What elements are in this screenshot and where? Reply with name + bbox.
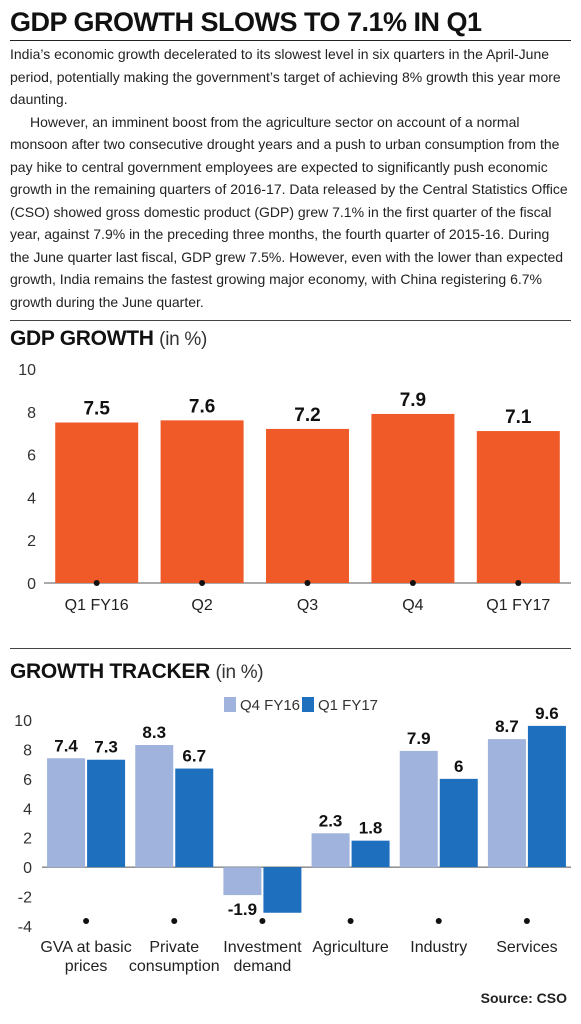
- gdp-growth-chart: 0 2 4 6 8 10 7.5 Q1 FY16 7.6 Q2 7.2 Q3 7.9 Q4 7.1 Q1 FY…: [18, 362, 571, 614]
- tracker-bar-q1fy17: [87, 759, 126, 868]
- legend-label-q4fy16: Q4 FY16: [240, 697, 300, 714]
- legend-swatch-q4fy16: [224, 697, 236, 712]
- tracker-value-label: 9.6: [535, 704, 559, 723]
- tracker-value-label: 6: [454, 757, 463, 776]
- x-tick-label: Private: [149, 939, 199, 956]
- tracker-bar-q4fy16: [399, 750, 438, 868]
- y-tick-label: 6: [23, 772, 32, 789]
- tracker-value-label: -3.1: [268, 918, 297, 937]
- y-tick-label: 10: [18, 362, 36, 379]
- x-tick-label: demand: [234, 958, 292, 975]
- tracker-value-label: 6.7: [182, 747, 206, 766]
- x-tick-label: Agriculture: [312, 939, 389, 956]
- growth-tracker-title: GROWTH TRACKER (in %): [10, 659, 264, 686]
- tracker-value-label: -1.9: [228, 900, 257, 919]
- growth-tracker-title-text: GROWTH TRACKER: [10, 660, 210, 683]
- x-tick-label: consumption: [129, 958, 220, 975]
- tracker-bar-q4fy16: [223, 867, 262, 896]
- y-tick-label: 2: [23, 831, 32, 848]
- x-tick-dot: [93, 580, 100, 586]
- x-tick-label: Investment: [223, 939, 302, 956]
- gdp-bar: [371, 413, 455, 583]
- tracker-bar-q1fy17: [351, 840, 390, 868]
- article-body: India’s economic growth decelerated to i…: [10, 43, 571, 313]
- tracker-value-label: 8.3: [142, 723, 166, 742]
- y-tick-label: -4: [18, 919, 32, 936]
- x-tick-dot: [515, 580, 522, 586]
- gdp-value-label: 7.9: [400, 390, 426, 411]
- tracker-value-label: 1.8: [359, 819, 383, 838]
- x-tick-dot: [83, 918, 90, 924]
- x-tick-dot: [347, 918, 354, 924]
- y-tick-label: 10: [14, 713, 32, 730]
- x-tick-label: Q3: [297, 597, 318, 614]
- x-tick-label: Q4: [402, 597, 423, 614]
- source-credit: Source: CSO: [480, 990, 567, 1006]
- section-divider-2: [10, 648, 571, 649]
- tracker-value-label: 7.4: [54, 736, 78, 755]
- tracker-bar-q4fy16: [135, 745, 174, 868]
- gdp-growth-unit: (in %): [159, 329, 207, 350]
- section-divider-1: [10, 320, 571, 321]
- x-tick-label: Q2: [191, 597, 212, 614]
- tracker-value-label: 2.3: [319, 811, 343, 830]
- x-tick-label: Q1 FY17: [486, 597, 550, 614]
- gdp-bar: [160, 420, 244, 583]
- tracker-bar-q1fy17: [527, 725, 566, 868]
- x-tick-label: Services: [496, 939, 557, 956]
- legend-label-q1fy17: Q1 FY17: [318, 697, 378, 714]
- tracker-bar-q1fy17: [175, 768, 214, 868]
- y-tick-label: -2: [18, 890, 32, 907]
- gdp-value-label: 7.5: [83, 399, 110, 420]
- y-tick-label: 8: [27, 405, 36, 422]
- gdp-value-label: 7.1: [505, 407, 532, 428]
- x-tick-dot: [523, 918, 530, 924]
- y-tick-label: 6: [27, 448, 36, 465]
- y-tick-label: 2: [27, 533, 36, 550]
- x-tick-dot: [171, 918, 178, 924]
- gdp-growth-title: GDP GROWTH (in %): [10, 326, 207, 353]
- tracker-bar-q4fy16: [47, 758, 86, 868]
- legend-swatch-q1fy17: [302, 697, 314, 712]
- tracker-value-label: 7.9: [407, 729, 431, 748]
- x-tick-label: GVA at basic: [40, 939, 131, 956]
- x-tick-dot: [435, 918, 442, 924]
- y-tick-label: 0: [27, 576, 36, 593]
- tracker-bar-q4fy16: [311, 833, 350, 868]
- x-tick-label: Q1 FY16: [65, 597, 129, 614]
- gdp-value-label: 7.2: [294, 405, 320, 426]
- x-tick-dot: [199, 580, 206, 586]
- growth-tracker-chart: -4 -2 0 2 4 6 8 10 Q4 FY16 Q1 FY17 7.4 7.3 GVA at ba…: [14, 697, 571, 975]
- x-tick-dot: [409, 580, 416, 586]
- x-tick-label: Industry: [410, 939, 467, 956]
- headline: GDP GROWTH SLOWS TO 7.1% IN Q1: [10, 7, 482, 37]
- article-paragraph-1: India’s economic growth decelerated to i…: [10, 46, 561, 107]
- gdp-growth-title-text: GDP GROWTH: [10, 327, 154, 350]
- x-tick-label: prices: [65, 958, 108, 975]
- article-paragraph-2: However, an imminent boost from the agri…: [10, 113, 568, 310]
- tracker-value-label: 7.3: [94, 738, 118, 757]
- y-tick-label: 8: [23, 742, 32, 759]
- gdp-bar: [55, 422, 139, 583]
- tracker-bar-q1fy17: [263, 867, 302, 913]
- tracker-value-label: 8.7: [495, 717, 519, 736]
- gdp-bar: [476, 431, 560, 583]
- y-tick-label: 4: [27, 490, 36, 507]
- x-tick-dot: [259, 918, 266, 924]
- gdp-value-label: 7.6: [189, 396, 215, 417]
- gdp-bar: [266, 428, 349, 583]
- tracker-bar-q1fy17: [439, 778, 478, 868]
- headline-rule: [10, 40, 571, 41]
- y-tick-label: 0: [23, 860, 32, 877]
- tracker-bar-q4fy16: [487, 739, 526, 868]
- y-tick-label: 4: [23, 801, 32, 818]
- x-tick-dot: [304, 580, 311, 586]
- growth-tracker-unit: (in %): [215, 662, 264, 683]
